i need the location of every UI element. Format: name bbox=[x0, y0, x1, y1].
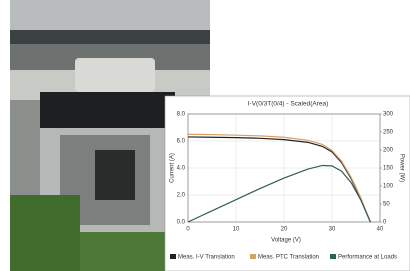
y-axis-label: Current (A) bbox=[170, 153, 176, 183]
x-tick-label: 10 bbox=[233, 227, 240, 233]
x-tick-label: 40 bbox=[377, 227, 384, 233]
x-tick-label: 30 bbox=[329, 227, 336, 233]
x-axis-label: Voltage (V) bbox=[271, 238, 301, 244]
screenshot: I-V(0/3T(0/4) - Scaled(Area) Voltage (V)… bbox=[0, 0, 410, 271]
y2-tick-label: 200 bbox=[383, 148, 394, 154]
y2-tick-label: 50 bbox=[383, 202, 390, 208]
x-tick-label: 20 bbox=[281, 227, 288, 233]
y2-tick-label: 250 bbox=[383, 130, 394, 136]
chart-title: I-V(0/3T(0/4) - Scaled(Area) bbox=[248, 101, 329, 108]
legend-label: Meas. PTC Translation bbox=[258, 255, 319, 261]
y-tick-label: 2.0 bbox=[177, 193, 186, 199]
y-tick-label: 8.0 bbox=[177, 112, 186, 118]
legend-swatch bbox=[250, 254, 256, 259]
y2-axis-label: Power (W) bbox=[398, 154, 404, 182]
legend-swatch bbox=[330, 254, 336, 259]
legend-label: Meas. I-V Translation bbox=[178, 255, 235, 261]
y2-tick-label: 100 bbox=[383, 184, 394, 190]
y2-tick-label: 150 bbox=[383, 166, 394, 172]
legend-swatch bbox=[170, 254, 176, 259]
y-tick-label: 0.0 bbox=[177, 220, 186, 226]
y-tick-label: 6.0 bbox=[177, 139, 186, 145]
y2-tick-label: 300 bbox=[383, 112, 394, 118]
legend-label: Performance at Loads bbox=[338, 255, 397, 261]
y-tick-label: 4.0 bbox=[177, 166, 186, 172]
chart-panel bbox=[165, 96, 410, 271]
